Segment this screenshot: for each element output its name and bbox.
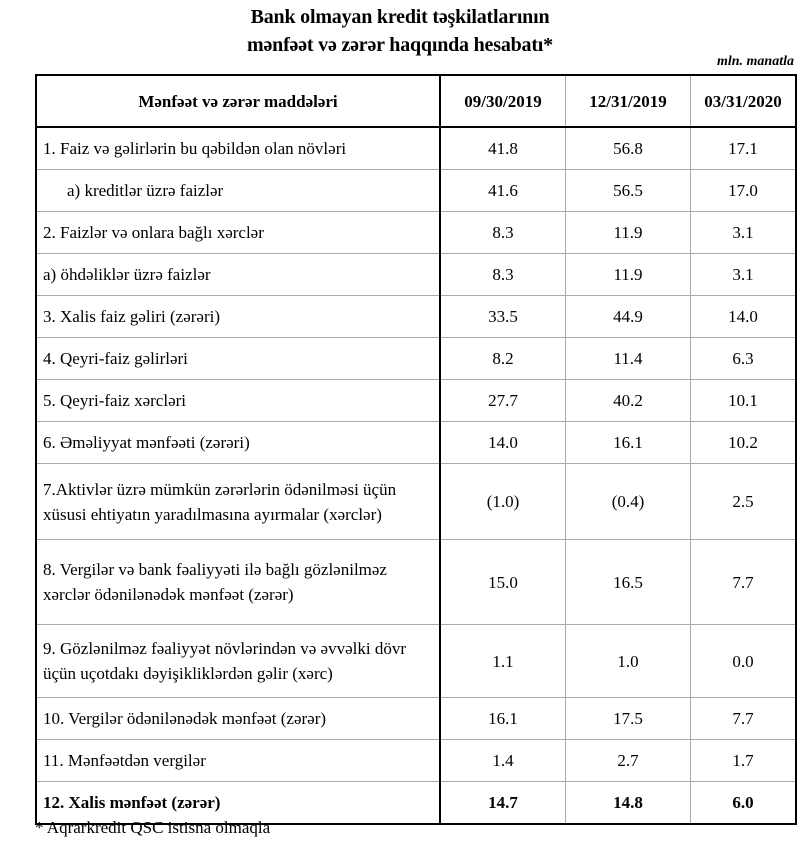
table-row: 8. Vergilər və bank fəaliyyəti ilə bağlı… [36, 539, 796, 625]
row-value: 6.0 [690, 781, 796, 824]
title-line-1: Bank olmayan kredit təşkilatlarının [250, 6, 550, 28]
row-value: 1.0 [565, 624, 691, 698]
row-value: 16.1 [565, 421, 691, 464]
header-date-2: 12/31/2019 [565, 74, 691, 128]
row-value: 14.8 [565, 781, 691, 824]
unit-label: mln. manatla [716, 54, 794, 69]
row-value: 10.1 [690, 379, 796, 422]
row-value: 3.1 [690, 253, 796, 296]
table-row: 9. Gözlənilməz fəaliyyət növlərindən və … [36, 624, 796, 698]
row-value: 8.2 [439, 337, 566, 380]
row-value: 11.9 [565, 253, 691, 296]
table-row: 7.Aktivlər üzrə mümkün zərərlərin ödənil… [36, 463, 796, 540]
row-value: 17.0 [690, 169, 796, 212]
row-label: 1. Faiz və gəlirlərin bu qəbildən olan n… [36, 126, 440, 170]
title-line-2: mənfəət və zərər haqqında hesabatı* [247, 34, 553, 56]
row-value: 41.8 [439, 126, 566, 170]
header-row: Mənfəət və zərər maddələri 09/30/2019 12… [36, 74, 796, 128]
row-value: 10.2 [690, 421, 796, 464]
table-row: 1. Faiz və gəlirlərin bu qəbildən olan n… [36, 126, 796, 170]
row-value: 41.6 [439, 169, 566, 212]
row-value: 14.7 [439, 781, 566, 824]
row-value: 11.9 [565, 211, 691, 254]
table-row: 2. Faizlər və onlara bağlı xərclər 8.3 11.… [36, 211, 796, 254]
table-row: 11. Mənfəətdən vergilər 1.4 2.7 1.7 [36, 739, 796, 782]
table-row: a) öhdəliklər üzrə faizlər 8.3 11.9 3.1 [36, 253, 796, 296]
row-label: 3. Xalis faiz gəliri (zərəri) [36, 295, 440, 338]
row-label: 10. Vergilər ödənilənədək mənfəət (zərər… [36, 697, 440, 740]
row-value: (1.0) [439, 463, 566, 540]
row-value: 1.1 [439, 624, 566, 698]
row-value: 8.3 [439, 253, 566, 296]
row-value: (0.4) [565, 463, 691, 540]
row-label: 12. Xalis mənfəət (zərər) [36, 781, 440, 824]
table-row: 3. Xalis faiz gəliri (zərəri) 33.5 44.9 14.… [36, 295, 796, 338]
row-label: 11. Mənfəətdən vergilər [36, 739, 440, 782]
row-value: 2.5 [690, 463, 796, 540]
row-label: 2. Faizlər və onlara bağlı xərclər [36, 211, 440, 254]
row-label: a) öhdəliklər üzrə faizlər [36, 253, 440, 296]
row-label: 4. Qeyri-faiz gəlirləri [36, 337, 440, 380]
income-statement-table: Mənfəət və zərər maddələri 09/30/2019 12… [35, 74, 797, 825]
footnote: * Aqrarkredit QSC istisna olmaqla [35, 818, 271, 837]
row-value: 17.1 [690, 126, 796, 170]
row-value: 14.0 [690, 295, 796, 338]
header-date-3: 03/31/2020 [690, 74, 796, 128]
row-value: 33.5 [439, 295, 566, 338]
row-label: 6. Əməliyyat mənfəəti (zərəri) [36, 421, 440, 464]
row-label: a) kreditlər üzrə faizlər [36, 169, 440, 212]
row-value: 56.8 [565, 126, 691, 170]
header-date-1: 09/30/2019 [439, 74, 566, 128]
row-value: 44.9 [565, 295, 691, 338]
row-value: 16.5 [565, 539, 691, 625]
header-items: Mənfəət və zərər maddələri [36, 74, 440, 128]
row-value: 2.7 [565, 739, 691, 782]
table-row: 12. Xalis mənfəət (zərər) 14.7 14.8 6.0 [36, 781, 796, 824]
table-row: 6. Əməliyyat mənfəəti (zərəri) 14.0 16.1 10… [36, 421, 796, 464]
row-value: 16.1 [439, 697, 566, 740]
row-value: 27.7 [439, 379, 566, 422]
row-value: 11.4 [565, 337, 691, 380]
row-value: 8.3 [439, 211, 566, 254]
row-value: 1.7 [690, 739, 796, 782]
table-row: 4. Qeyri-faiz gəlirləri 8.2 11.4 6.3 [36, 337, 796, 380]
row-value: 3.1 [690, 211, 796, 254]
row-value: 6.3 [690, 337, 796, 380]
row-value: 1.4 [439, 739, 566, 782]
row-value: 7.7 [690, 697, 796, 740]
row-value: 15.0 [439, 539, 566, 625]
row-value: 0.0 [690, 624, 796, 698]
table-row: 5. Qeyri-faiz xərcləri 27.7 40.2 10.1 [36, 379, 796, 422]
row-value: 56.5 [565, 169, 691, 212]
row-label: 8. Vergilər və bank fəaliyyəti ilə bağlı… [36, 539, 440, 625]
row-value: 14.0 [439, 421, 566, 464]
table-row: a) kreditlər üzrə faizlər 41.6 56.5 17.0 [36, 169, 796, 212]
row-value: 17.5 [565, 697, 691, 740]
row-label: 7.Aktivlər üzrə mümkün zərərlərin ödənil… [36, 463, 440, 540]
row-value: 40.2 [565, 379, 691, 422]
row-label: 5. Qeyri-faiz xərcləri [36, 379, 440, 422]
row-value: 7.7 [690, 539, 796, 625]
table-row: 10. Vergilər ödənilənədək mənfəət (zərər… [36, 697, 796, 740]
row-label: 9. Gözlənilməz fəaliyyət növlərindən və … [36, 624, 440, 698]
